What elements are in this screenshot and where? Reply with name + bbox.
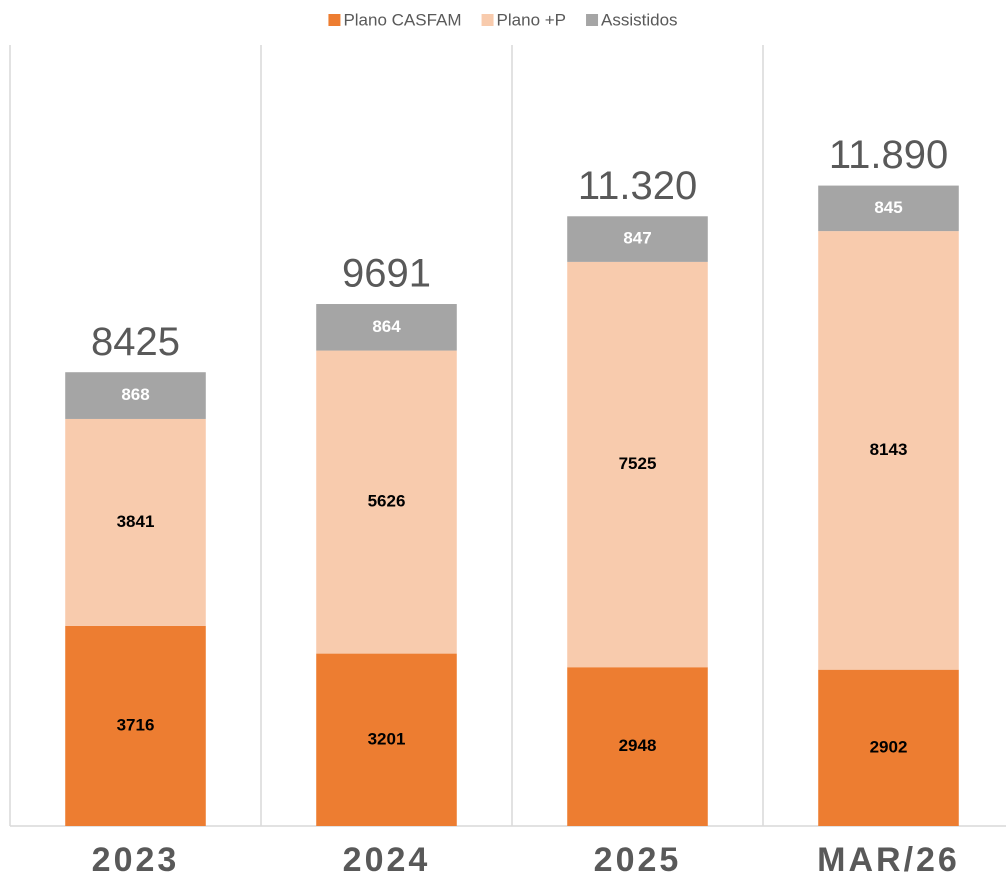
data-label: 3716 (117, 715, 155, 734)
bar-segment (316, 304, 457, 351)
bar-segment (316, 350, 457, 654)
data-label: 868 (121, 385, 149, 404)
bar-segment (316, 653, 457, 826)
x-tick-label: MAR/26 (817, 841, 960, 879)
data-label: 2902 (870, 737, 908, 756)
x-tick-label: 2024 (343, 841, 431, 879)
bar-segment (818, 185, 959, 232)
data-label: 847 (623, 229, 651, 248)
legend-swatch (481, 14, 494, 26)
legend-label: Assistidos (601, 10, 678, 29)
bar-segment (818, 231, 959, 670)
bar-segment (567, 216, 708, 262)
data-label: 3201 (368, 729, 406, 748)
legend-swatch (586, 14, 599, 26)
bar-segment (65, 372, 206, 419)
total-label: 8425 (91, 320, 180, 364)
bar-segment (818, 669, 959, 826)
data-label: 845 (874, 198, 902, 217)
legend: Plano CASFAM Plano +P Assistidos (328, 10, 678, 29)
data-label: 7525 (619, 454, 657, 473)
legend-label: Plano CASFAM (343, 10, 461, 29)
total-label: 11.320 (578, 164, 697, 208)
data-label: 2948 (619, 736, 657, 755)
data-label: 8143 (870, 440, 908, 459)
total-label: 9691 (342, 252, 431, 296)
bar-segment (567, 261, 708, 668)
data-label: 5626 (368, 492, 406, 511)
data-label: 3841 (117, 512, 155, 531)
x-tick-label: 2025 (594, 841, 682, 879)
bar-segment (65, 418, 206, 626)
total-label: 11.890 (829, 133, 948, 177)
data-label: 864 (372, 317, 401, 336)
bar-segment (567, 667, 708, 826)
x-tick-label: 2023 (92, 841, 180, 879)
legend-label: Plano +P (497, 10, 566, 29)
legend-swatch (328, 14, 341, 26)
bar-segment (65, 625, 206, 826)
